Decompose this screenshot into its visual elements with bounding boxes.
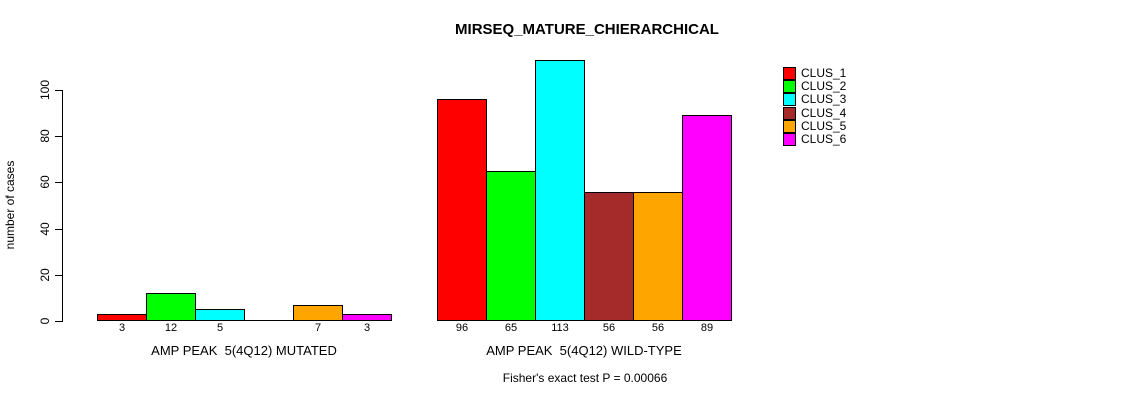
legend-label: CLUS_1 [801, 66, 847, 80]
bar-clus_5 [633, 192, 683, 321]
legend-item-clus_5: CLUS_5 [783, 120, 846, 133]
y-axis-tick [55, 275, 63, 276]
legend-item-clus_4: CLUS_4 [783, 107, 846, 120]
y-axis-tick-label: 80 [38, 129, 52, 143]
bar-value-label: 7 [314, 322, 322, 334]
y-axis-tick [55, 321, 63, 322]
legend-swatch-clus_4 [783, 107, 796, 120]
bar-value-label: 89 [700, 322, 714, 334]
bar-clus_2 [146, 293, 196, 321]
bar-clus_1 [97, 314, 147, 321]
legend-swatch-clus_5 [783, 120, 796, 133]
bar-clus_3 [535, 60, 585, 321]
bar-clus_2 [486, 171, 536, 321]
y-axis-tick-label: 60 [38, 175, 52, 189]
legend-label: CLUS_5 [801, 119, 847, 133]
group-axis-label: AMP PEAK 5(4Q12) WILD-TYPE [486, 343, 682, 358]
legend-swatch-clus_1 [783, 67, 796, 80]
bar-value-label: 3 [118, 322, 126, 334]
y-axis-title: number of cases [3, 160, 17, 250]
bar-value-label: 65 [504, 322, 518, 334]
legend-label: CLUS_4 [801, 106, 847, 120]
legend-item-clus_2: CLUS_2 [783, 80, 846, 93]
bar-clus_3 [195, 309, 245, 321]
bar-value-label: 12 [164, 322, 178, 334]
bar-value-label: 113 [551, 322, 569, 334]
legend-label: CLUS_3 [801, 92, 847, 106]
bar-value-label: 5 [216, 322, 224, 334]
bar-value-label: 3 [363, 322, 371, 334]
legend-item-clus_1: CLUS_1 [783, 67, 846, 80]
chart-title: MIRSEQ_MATURE_CHIERARCHICAL [455, 21, 719, 38]
y-axis-tick [55, 90, 63, 91]
legend-swatch-clus_3 [783, 93, 796, 106]
y-axis-tick-label: 0 [38, 317, 52, 325]
bar-value-label: 96 [455, 322, 469, 334]
bar-clus_6 [342, 314, 392, 321]
legend-label: CLUS_6 [801, 132, 847, 146]
bar-value-label: 56 [602, 322, 616, 334]
group-axis-label: AMP PEAK 5(4Q12) MUTATED [151, 343, 337, 358]
annotation-fisher-test: Fisher's exact test P = 0.00066 [502, 371, 668, 385]
bar-clus_4 [584, 192, 634, 321]
bar-value-label: 56 [651, 322, 665, 334]
legend-label: CLUS_2 [801, 79, 847, 93]
bar-clus_6 [682, 115, 732, 321]
legend-swatch-clus_6 [783, 133, 796, 146]
y-axis-line [62, 90, 63, 322]
y-axis-tick-label: 40 [38, 222, 52, 236]
bar-clus_5 [293, 305, 343, 321]
y-axis-tick-label: 20 [38, 268, 52, 282]
legend-item-clus_3: CLUS_3 [783, 93, 846, 106]
legend-swatch-clus_2 [783, 80, 796, 93]
y-axis-tick [55, 229, 63, 230]
y-axis-tick [55, 182, 63, 183]
bar-clus_1 [437, 99, 487, 321]
legend-item-clus_6: CLUS_6 [783, 133, 846, 146]
y-axis-tick-label: 100 [38, 79, 52, 101]
y-axis-tick [55, 136, 63, 137]
